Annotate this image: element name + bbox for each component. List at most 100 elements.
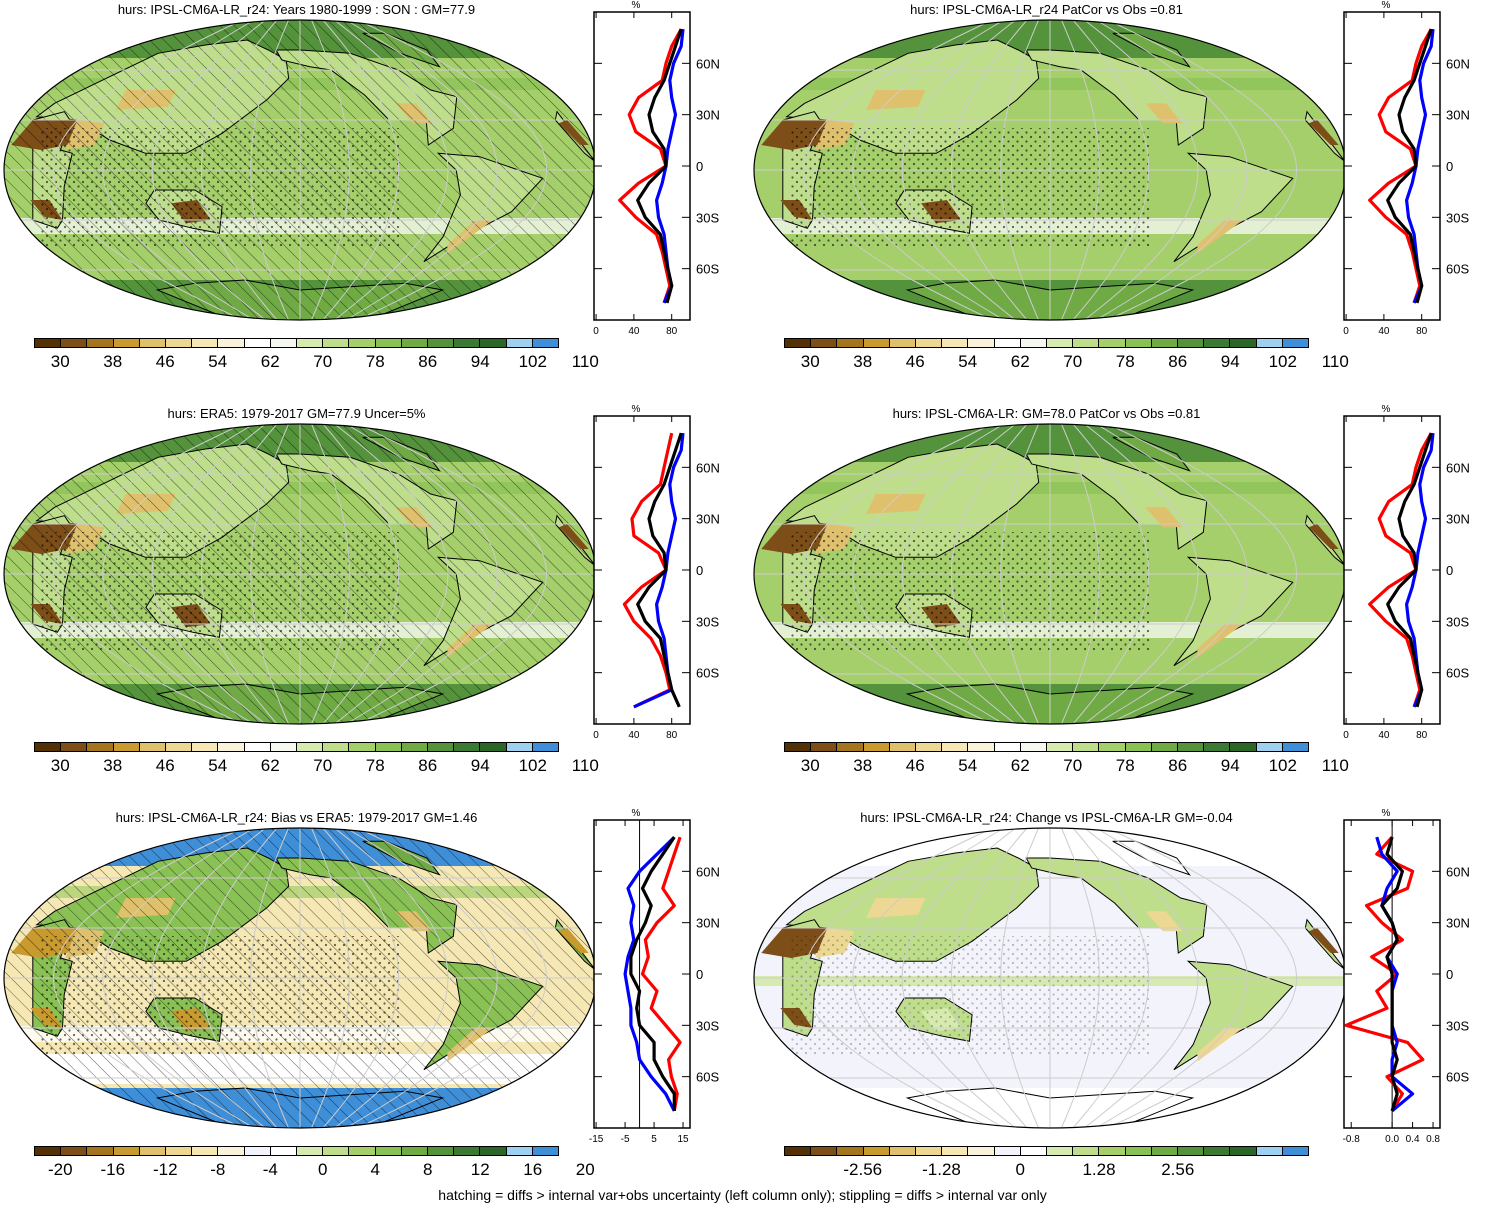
colorbar-swatch bbox=[1178, 1147, 1205, 1155]
panel-title-3: hurs: ERA5: 1979-2017 GM=77.9 Uncer=5% bbox=[167, 406, 426, 421]
colorbar-swatch bbox=[297, 1147, 324, 1155]
graticule bbox=[4, 20, 596, 320]
colorbar-tick-label: 110 bbox=[1321, 756, 1349, 775]
stippling-overlay bbox=[40, 532, 400, 652]
colorbar-swatch bbox=[1020, 1147, 1048, 1155]
colorbar-tick-label: 110 bbox=[1321, 352, 1349, 371]
colorbar-tick-label: 2.56 bbox=[1161, 1160, 1195, 1179]
colorbar-tick-label: 54 bbox=[958, 352, 978, 371]
colorbar-swatch bbox=[889, 339, 917, 347]
profile-lat-label: 30N bbox=[696, 512, 720, 527]
region-patagonia bbox=[1197, 220, 1243, 254]
colorbar-swatch bbox=[1020, 339, 1048, 347]
colorbar-swatch bbox=[1204, 1147, 1231, 1155]
colorbar-tick-label: 78 bbox=[1115, 352, 1135, 371]
colorbar-tick-label: 70 bbox=[1063, 756, 1083, 775]
profile-lat-label: 30N bbox=[1446, 512, 1470, 527]
colorbar-tick-label: 54 bbox=[958, 756, 978, 775]
profile-lat-label: 60N bbox=[1446, 460, 1470, 475]
profile-lat-label: 30S bbox=[1446, 1018, 1469, 1033]
colorbar-swatch bbox=[889, 743, 917, 751]
colorbar-swatch bbox=[454, 743, 481, 751]
colorbar-swatch bbox=[506, 1147, 533, 1155]
colorbar-swatch bbox=[1073, 1147, 1100, 1155]
colorbar-tick-label: 78 bbox=[365, 352, 385, 371]
zonal-profile-2: 60N 30N 0 30S 60S 0 40 80% bbox=[1343, 0, 1470, 337]
colorbar-2 bbox=[784, 338, 1309, 348]
colorbar-swatch bbox=[323, 1147, 350, 1155]
colorbar-swatch bbox=[837, 743, 864, 751]
continent-namerica bbox=[1025, 49, 1208, 146]
colorbar-tick-label: 12 bbox=[470, 1160, 490, 1179]
profile-value-tick-label: 0 bbox=[593, 730, 599, 741]
graticule bbox=[754, 20, 1346, 320]
colorbar-swatch bbox=[1178, 339, 1205, 347]
profile-lat-label: 60S bbox=[1446, 1070, 1469, 1085]
colorbar-swatch bbox=[244, 743, 271, 751]
colorbar-tick-label: 70 bbox=[1063, 352, 1083, 371]
profile-lat-label: 60N bbox=[696, 864, 720, 879]
colorbar-swatch bbox=[1282, 743, 1309, 751]
colorbar-swatch bbox=[506, 339, 533, 347]
map-panel-6 bbox=[753, 827, 1347, 1129]
colorbar-tick-label: 78 bbox=[1115, 756, 1135, 775]
colorbar-swatch bbox=[113, 743, 140, 751]
profile-value-tick-label: 40 bbox=[628, 326, 640, 337]
profile-lat-label: 30N bbox=[1446, 108, 1470, 123]
colorbar-tick-label: -12 bbox=[152, 1160, 178, 1179]
profile-value-tick-label: 0 bbox=[1343, 326, 1349, 337]
region-southwest-us bbox=[1145, 103, 1183, 124]
profile-ensemble-line bbox=[1386, 432, 1433, 708]
colorbar-swatch bbox=[270, 743, 298, 751]
colorbar-swatch bbox=[1282, 339, 1309, 347]
profile-value-tick-label: 40 bbox=[1378, 326, 1390, 337]
colorbar-swatch bbox=[323, 743, 350, 751]
colorbar-tick-label: 94 bbox=[1220, 352, 1240, 371]
profile-value-tick-label: 80 bbox=[1416, 326, 1428, 337]
colorbar-swatch bbox=[1073, 339, 1100, 347]
colorbar-swatch bbox=[166, 339, 193, 347]
colorbar-tick-label: -4 bbox=[262, 1160, 278, 1179]
colorbar-swatch bbox=[1256, 1147, 1283, 1155]
colorbar-tick-label: 94 bbox=[470, 352, 490, 371]
graticule bbox=[4, 424, 596, 724]
colorbar-swatch bbox=[1020, 743, 1048, 751]
colorbar-tick-label: 102 bbox=[1268, 352, 1297, 371]
colorbar-swatch bbox=[1151, 743, 1179, 751]
colorbar-swatch bbox=[994, 1147, 1021, 1155]
region-sahara-east bbox=[1308, 928, 1339, 953]
continent-samerica bbox=[1173, 556, 1294, 667]
profile-obs-line bbox=[640, 836, 682, 1112]
colorbar-tick-label: 62 bbox=[260, 756, 280, 775]
colorbar-tick-label: 20 bbox=[575, 1160, 595, 1179]
profile-model-line bbox=[623, 835, 676, 1112]
colorbar-swatch bbox=[1204, 743, 1231, 751]
colorbar-tick-label: 38 bbox=[103, 352, 123, 371]
profile-lat-label: 30S bbox=[696, 1018, 719, 1033]
colorbar-tick-label: 0 bbox=[1015, 1160, 1025, 1179]
colorbar-swatch bbox=[916, 743, 943, 751]
colorbar-swatch bbox=[35, 743, 62, 751]
colorbar-swatch bbox=[244, 1147, 271, 1155]
profile-ensemble-line bbox=[1386, 28, 1433, 304]
panel-title-4: hurs: IPSL-CM6A-LR: GM=78.0 PatCor vs Ob… bbox=[892, 406, 1201, 421]
profile-value-tick-label: 5 bbox=[651, 1134, 657, 1145]
colorbar-swatch bbox=[1230, 743, 1257, 751]
colorbar-swatch bbox=[454, 339, 481, 347]
colorbar-swatch bbox=[87, 1147, 114, 1155]
colorbar-swatch bbox=[113, 339, 140, 347]
colorbar-swatch bbox=[35, 339, 62, 347]
colorbar-swatch bbox=[968, 743, 995, 751]
colorbar-swatch bbox=[428, 1147, 455, 1155]
region-southwest-us bbox=[1145, 507, 1183, 528]
colorbar-swatch bbox=[837, 1147, 864, 1155]
colorbar-3 bbox=[34, 742, 559, 752]
map-panel-1 bbox=[3, 19, 597, 321]
colorbar-swatch bbox=[916, 1147, 943, 1155]
colorbar-swatch bbox=[1125, 743, 1152, 751]
colorbar-tick-label: 70 bbox=[313, 352, 333, 371]
colorbar-swatch bbox=[192, 743, 219, 751]
colorbar-tick-label: -2.56 bbox=[843, 1160, 883, 1179]
colorbar-swatch bbox=[1125, 339, 1152, 347]
colorbar-swatch bbox=[428, 339, 455, 347]
